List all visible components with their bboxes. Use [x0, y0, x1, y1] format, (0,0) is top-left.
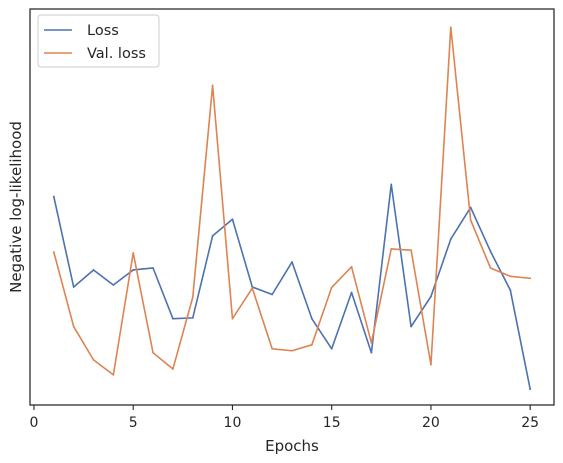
data-point-loss	[509, 289, 512, 292]
series-loss	[52, 183, 532, 391]
data-point-val-loss	[172, 368, 174, 370]
data-point-loss	[310, 317, 313, 320]
data-point-loss	[271, 293, 274, 296]
data-point-loss	[52, 195, 55, 198]
data-point-val-loss	[112, 374, 115, 376]
data-point-loss	[191, 316, 194, 319]
x-tick-label: 5	[129, 415, 138, 431]
data-point-val-loss	[52, 251, 55, 254]
data-point-loss	[410, 325, 412, 328]
data-point-val-loss	[191, 296, 194, 299]
series-val-loss	[52, 26, 532, 376]
data-point-loss	[449, 238, 452, 240]
data-point-loss	[112, 284, 115, 286]
data-point-val-loss	[330, 286, 333, 289]
data-point-val-loss	[211, 84, 214, 87]
legend-frame	[37, 14, 160, 68]
data-point-val-loss	[390, 248, 393, 250]
data-point-val-loss	[291, 349, 293, 352]
data-point-val-loss	[231, 317, 234, 320]
data-point-val-loss	[509, 275, 512, 278]
data-point-loss	[350, 291, 353, 294]
x-tick-label: 10	[224, 415, 242, 431]
data-point-val-loss	[410, 249, 412, 252]
data-point-val-loss	[271, 347, 274, 350]
data-point-loss	[72, 286, 75, 288]
data-point-loss	[390, 183, 393, 186]
plot-frame	[29, 8, 555, 406]
data-point-loss	[132, 269, 135, 271]
data-point-loss	[489, 250, 492, 253]
legend: Loss Val. loss	[37, 14, 160, 68]
data-point-loss	[529, 388, 532, 391]
data-point-val-loss	[430, 363, 432, 366]
data-point-val-loss	[92, 358, 95, 361]
data-point-loss	[370, 351, 373, 354]
data-point-loss	[152, 267, 154, 269]
data-point-loss	[231, 218, 234, 221]
data-point-loss	[291, 261, 293, 263]
x-tick-label: 15	[323, 415, 341, 431]
x-axis-ticks: 0 5 10 15 20 25	[30, 405, 539, 431]
data-point-val-loss	[529, 277, 532, 280]
data-point-loss	[211, 235, 214, 237]
data-point-loss	[430, 295, 432, 298]
series-layer	[52, 26, 532, 391]
legend-label-loss: Loss	[87, 23, 119, 39]
data-point-val-loss	[72, 325, 75, 328]
x-tick-label: 20	[422, 415, 440, 431]
data-point-val-loss	[350, 265, 353, 268]
data-point-val-loss	[449, 26, 452, 29]
data-point-val-loss	[251, 287, 254, 290]
x-tick-label: 25	[521, 415, 539, 431]
data-point-loss	[469, 206, 472, 209]
x-axis-title: Epochs	[265, 437, 319, 455]
data-point-loss	[92, 269, 95, 271]
data-point-loss	[330, 347, 333, 350]
legend-label-val-loss: Val. loss	[87, 46, 146, 62]
data-point-val-loss	[132, 252, 135, 254]
data-point-val-loss	[370, 341, 373, 344]
data-point-val-loss	[310, 343, 313, 346]
x-tick-label: 0	[30, 415, 39, 431]
data-point-val-loss	[152, 351, 154, 354]
data-point-loss	[172, 317, 174, 320]
y-axis-title: Negative log-likelihood	[7, 121, 25, 293]
data-point-val-loss	[489, 267, 492, 269]
data-point-val-loss	[469, 219, 472, 221]
